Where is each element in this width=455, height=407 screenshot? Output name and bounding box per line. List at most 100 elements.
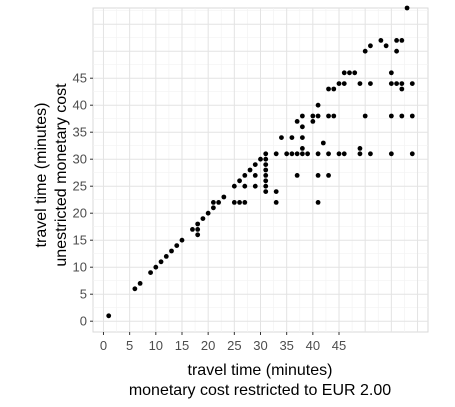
data-point bbox=[388, 81, 394, 86]
data-point bbox=[137, 281, 143, 286]
data-point bbox=[273, 200, 279, 205]
data-point bbox=[326, 151, 331, 157]
data-point bbox=[190, 227, 195, 232]
data-point bbox=[409, 151, 415, 157]
data-point bbox=[394, 81, 399, 86]
data-point bbox=[368, 151, 373, 157]
x-axis-ticks: 0 5 10 15 20 25 30 35 40 45 bbox=[100, 332, 346, 353]
data-point bbox=[210, 205, 216, 211]
data-point bbox=[158, 259, 164, 265]
data-point bbox=[399, 86, 405, 92]
x-tick-label: 10 bbox=[149, 338, 163, 353]
data-point bbox=[352, 70, 358, 76]
y-axis-title-line-1: travel time (minutes) bbox=[33, 103, 50, 248]
data-point bbox=[315, 200, 321, 205]
data-point bbox=[263, 189, 269, 195]
x-axis-title-line-2: monetary cost restricted to EUR 2.00 bbox=[129, 382, 391, 399]
data-point bbox=[378, 38, 384, 43]
data-point bbox=[394, 38, 399, 43]
data-point bbox=[132, 286, 138, 292]
data-point bbox=[326, 113, 331, 119]
data-point bbox=[357, 151, 363, 157]
data-point bbox=[273, 189, 279, 195]
y-axis-ticks: 0 5 10 15 20 25 30 35 40 45 bbox=[73, 71, 93, 329]
data-point bbox=[341, 81, 347, 86]
data-point bbox=[305, 151, 311, 157]
data-point bbox=[336, 81, 342, 86]
y-tick-label: 0 bbox=[80, 314, 87, 329]
x-axis-title-line-1: travel time (minutes) bbox=[188, 362, 333, 379]
data-point bbox=[347, 70, 352, 76]
data-point bbox=[299, 146, 305, 151]
data-point bbox=[252, 162, 258, 168]
y-tick-label: 10 bbox=[73, 260, 87, 275]
data-points bbox=[106, 5, 415, 319]
data-point bbox=[362, 113, 368, 119]
data-point bbox=[299, 135, 305, 141]
data-point bbox=[310, 113, 316, 119]
y-tick-label: 20 bbox=[73, 206, 87, 221]
data-point bbox=[394, 48, 399, 54]
data-point bbox=[388, 151, 394, 157]
data-point bbox=[299, 124, 305, 130]
data-point bbox=[258, 156, 263, 162]
data-point bbox=[242, 173, 248, 178]
data-point bbox=[331, 86, 337, 92]
data-point bbox=[237, 178, 242, 184]
data-point bbox=[263, 156, 269, 162]
data-point bbox=[153, 264, 159, 270]
data-point bbox=[237, 200, 242, 205]
data-point bbox=[409, 81, 415, 86]
data-point bbox=[263, 178, 269, 184]
data-point bbox=[247, 167, 253, 173]
y-tick-label: 45 bbox=[73, 71, 87, 86]
data-point bbox=[315, 173, 321, 178]
data-point bbox=[404, 5, 410, 11]
x-tick-label: 15 bbox=[175, 338, 189, 353]
data-point bbox=[399, 81, 405, 86]
y-axis-title-line-2: unestricted monetary cost bbox=[53, 83, 70, 267]
data-point bbox=[210, 200, 216, 205]
data-point bbox=[263, 167, 269, 173]
data-point bbox=[273, 151, 279, 157]
x-tick-label: 40 bbox=[306, 338, 320, 353]
data-point bbox=[315, 151, 321, 157]
x-tick-label: 20 bbox=[201, 338, 215, 353]
x-tick-label: 5 bbox=[126, 338, 133, 353]
data-point bbox=[399, 38, 405, 43]
data-point bbox=[148, 270, 153, 275]
data-point bbox=[383, 43, 389, 49]
data-point bbox=[263, 183, 269, 189]
data-point bbox=[179, 237, 185, 243]
x-tick-label: 0 bbox=[100, 338, 107, 353]
data-point bbox=[242, 200, 248, 205]
data-point bbox=[163, 254, 169, 259]
data-point bbox=[289, 135, 295, 141]
data-point bbox=[195, 221, 201, 227]
data-point bbox=[289, 151, 295, 157]
data-point bbox=[357, 146, 363, 151]
data-point bbox=[320, 140, 326, 146]
data-point bbox=[263, 173, 269, 178]
data-point bbox=[341, 151, 347, 157]
data-point bbox=[284, 151, 290, 157]
data-point bbox=[310, 119, 316, 124]
data-point bbox=[252, 183, 258, 189]
x-tick-label: 30 bbox=[253, 338, 267, 353]
data-point bbox=[231, 200, 237, 205]
data-point bbox=[331, 113, 337, 119]
x-tick-label: 45 bbox=[332, 338, 346, 353]
y-tick-label: 35 bbox=[73, 125, 87, 140]
y-tick-label: 5 bbox=[80, 287, 87, 302]
data-point bbox=[336, 151, 342, 157]
data-point bbox=[326, 86, 331, 92]
data-point bbox=[242, 183, 248, 189]
data-point bbox=[216, 200, 222, 205]
data-point bbox=[195, 227, 201, 232]
data-point bbox=[231, 183, 237, 189]
data-point bbox=[263, 162, 269, 168]
data-point bbox=[252, 173, 258, 178]
data-point bbox=[315, 102, 321, 108]
data-point bbox=[409, 113, 415, 119]
